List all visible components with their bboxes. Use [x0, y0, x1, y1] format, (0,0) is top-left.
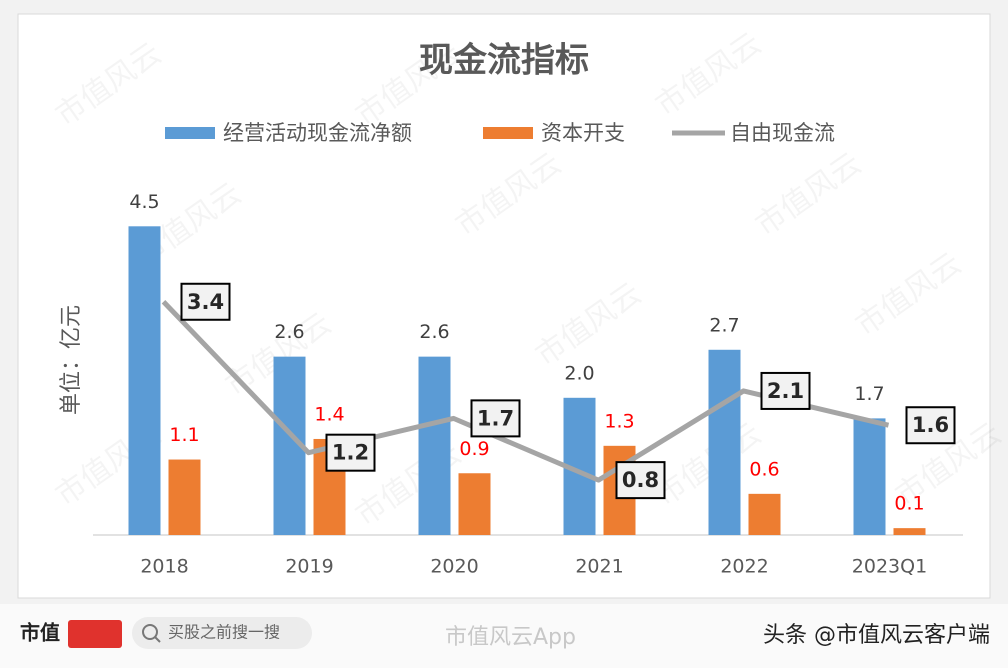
logo-badge	[68, 620, 122, 648]
data-label-box	[905, 406, 956, 445]
data-label-box	[180, 282, 231, 321]
footer-logo: 市值	[20, 621, 60, 645]
data-label: 2.0	[564, 362, 594, 384]
bar	[168, 459, 201, 535]
bar	[853, 418, 886, 535]
bar	[458, 473, 491, 535]
data-label: 2.6	[274, 321, 304, 343]
x-tick-label: 2022	[720, 556, 768, 578]
data-label: 1.2	[332, 441, 369, 465]
data-label-box	[615, 461, 666, 500]
data-label: 4.5	[129, 191, 159, 213]
chart-title: 现金流指标	[419, 41, 589, 81]
data-label: 1.3	[604, 410, 634, 432]
data-label: 0.9	[459, 438, 489, 460]
data-label: 2.7	[709, 314, 739, 336]
data-label: 1.1	[169, 424, 199, 446]
x-tick-label: 2021	[575, 556, 623, 578]
y-axis-label: 单位：亿元	[59, 305, 84, 415]
footer-app: 市值风云App	[445, 625, 576, 650]
data-label: 1.7	[854, 383, 884, 405]
data-label: 1.7	[477, 406, 514, 430]
legend-swatch	[165, 127, 215, 139]
x-tick-label: 2019	[285, 556, 333, 578]
data-label: 2.1	[767, 379, 804, 403]
legend-swatch	[483, 127, 533, 139]
data-label-box	[325, 433, 376, 472]
data-label-box	[760, 371, 811, 410]
data-label: 0.8	[622, 468, 659, 492]
data-label: 2.6	[419, 321, 449, 343]
bar	[708, 349, 741, 535]
search-box[interactable]	[132, 617, 312, 649]
x-tick-label: 2020	[430, 556, 478, 578]
data-label: 3.4	[187, 290, 224, 314]
bar	[418, 356, 451, 535]
x-tick-label: 2023Q1	[852, 556, 927, 578]
search-text: 买股之前搜一搜	[168, 623, 280, 642]
bar	[893, 528, 926, 535]
plot: 2018 2019 2020 2021 2022 2023Q1 经营活动现金流净额 资本开支 自…	[93, 121, 963, 578]
bar	[128, 226, 161, 536]
data-label: 0.6	[749, 458, 779, 480]
x-tick-label: 2018	[140, 556, 188, 578]
data-label-box	[470, 399, 521, 438]
search-icon	[154, 636, 161, 643]
footer-source: 头条 @市值风云客户端	[763, 623, 990, 648]
bar	[748, 493, 781, 535]
data-label: 1.4	[314, 403, 344, 425]
legend-label: 经营活动现金流净额	[223, 121, 412, 145]
data-label: 1.6	[912, 413, 949, 437]
chart-frame	[17, 13, 991, 599]
legend-label: 资本开支	[541, 121, 625, 145]
data-label: 0.1	[894, 493, 924, 515]
search-icon	[142, 624, 158, 640]
legend-label: 自由现金流	[730, 121, 835, 145]
